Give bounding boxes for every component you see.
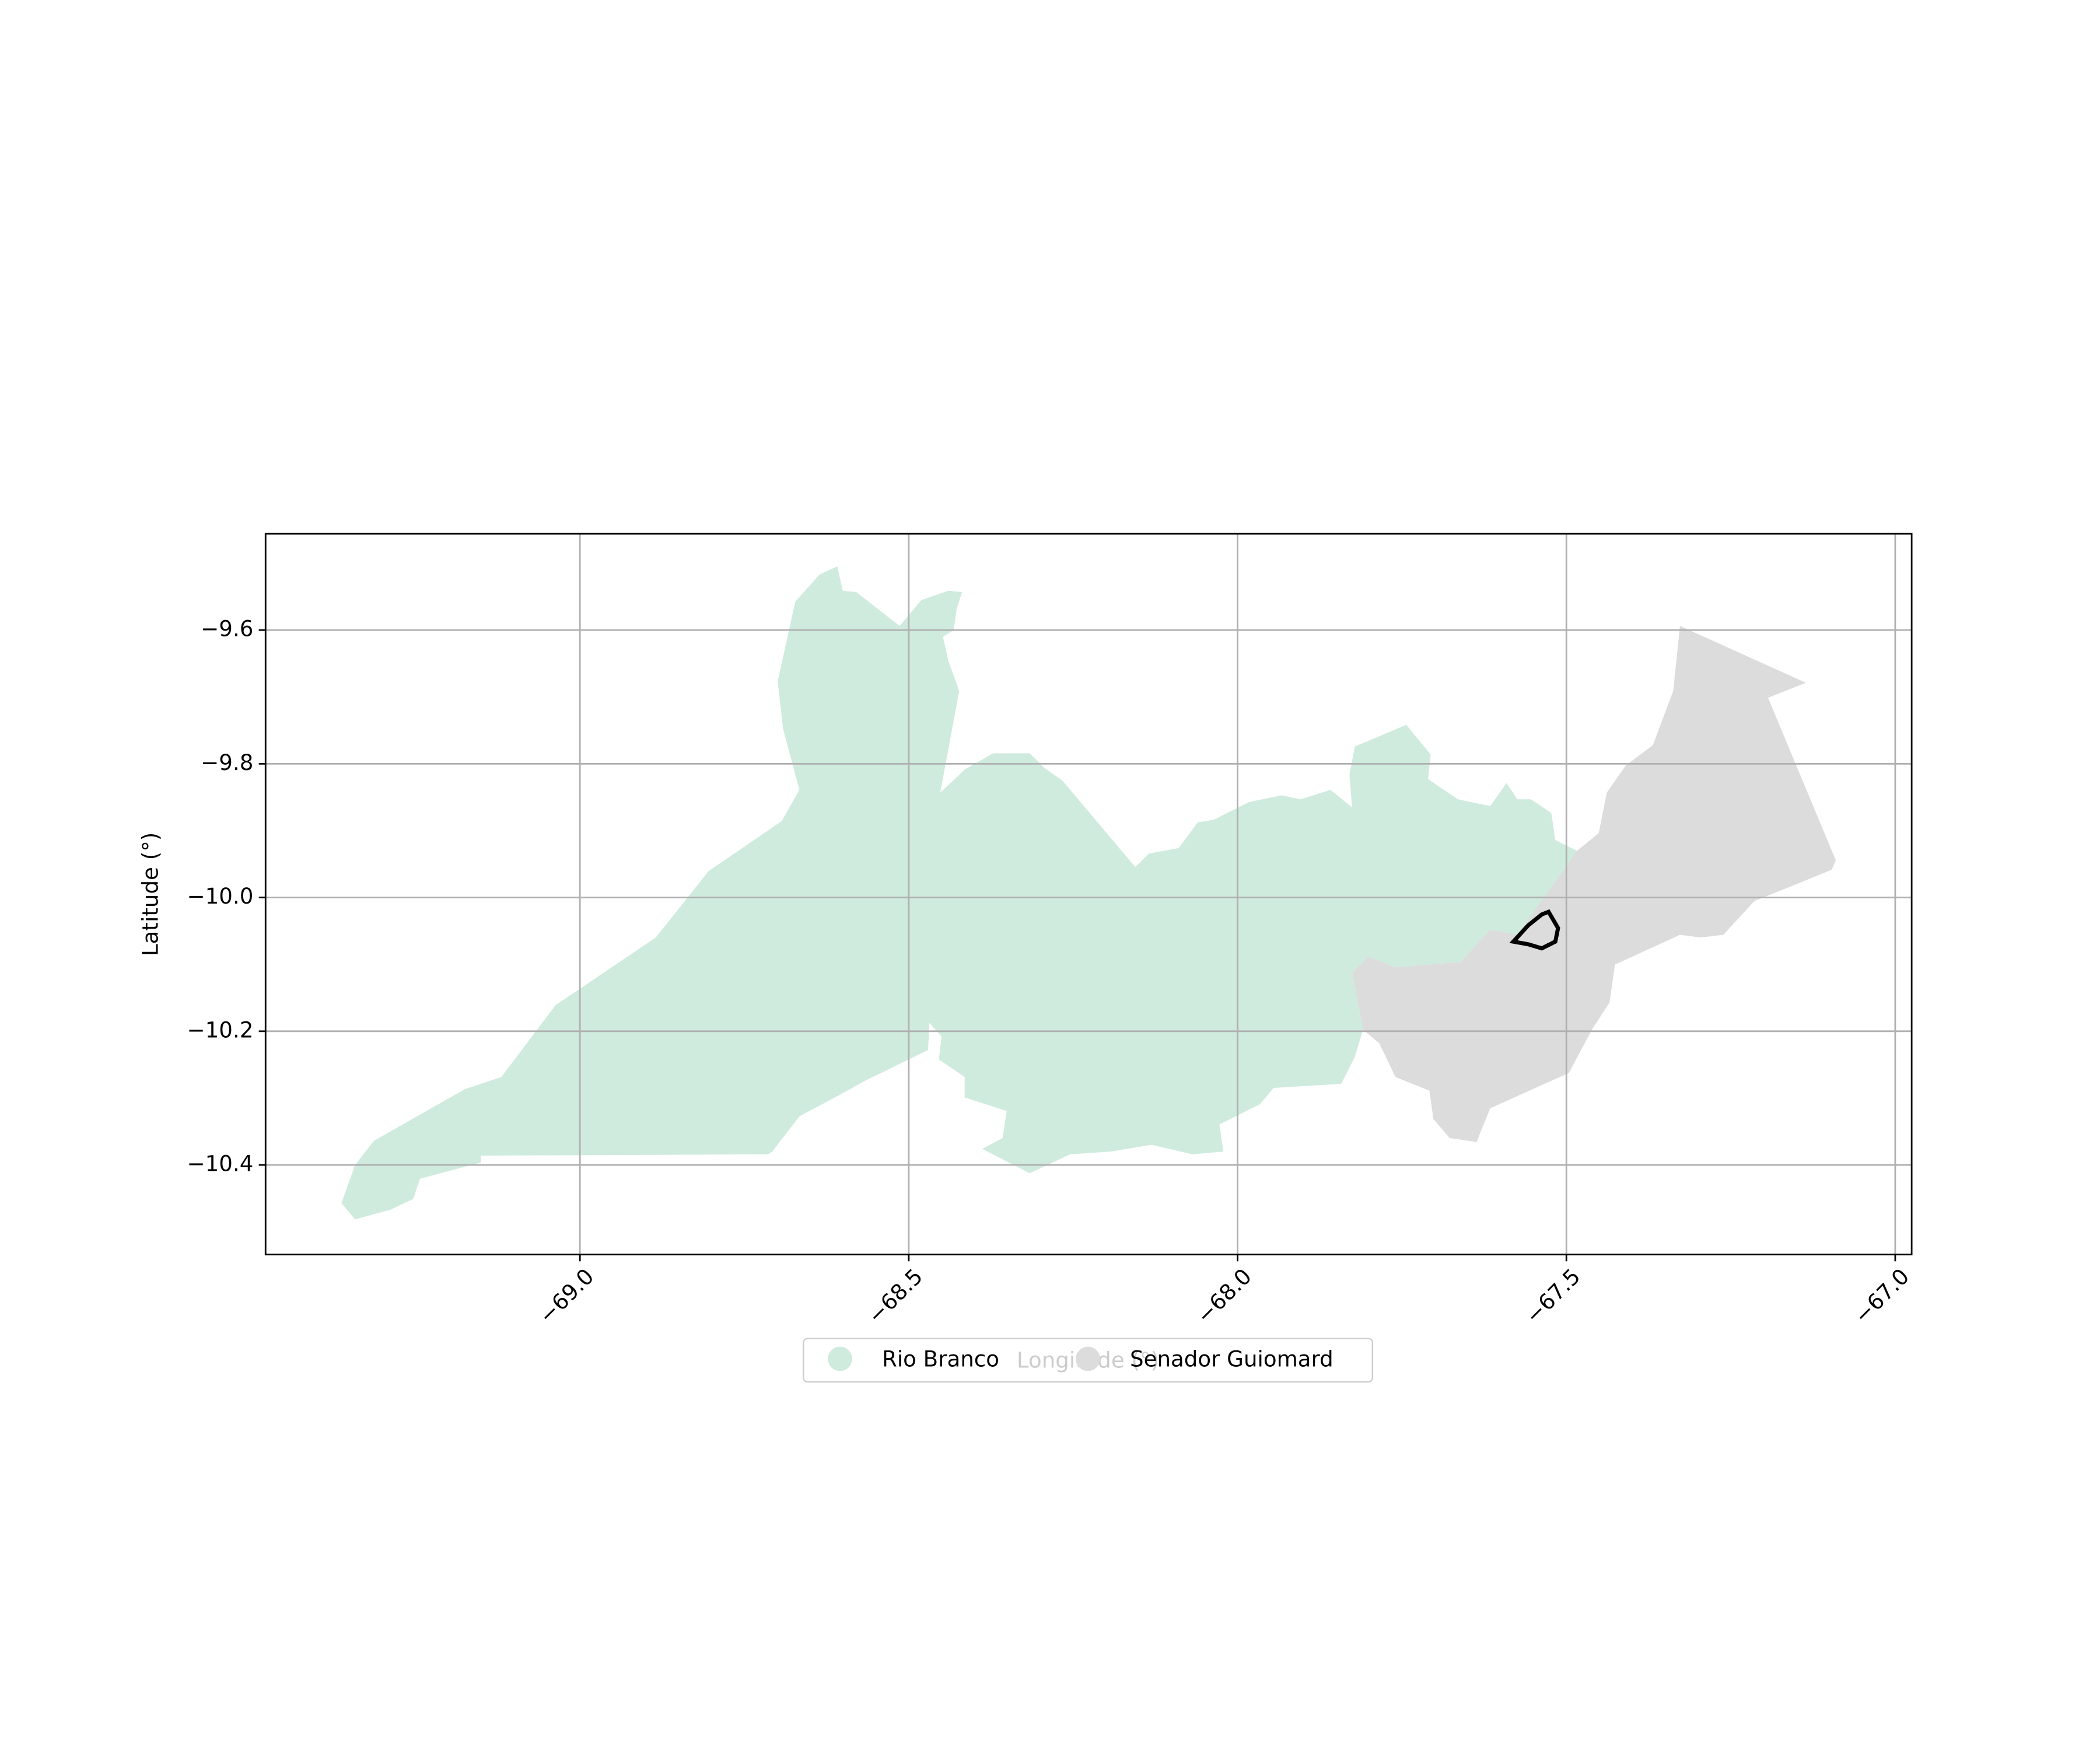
y-tick-label: −10.0 — [187, 884, 253, 909]
region — [341, 566, 1577, 1220]
region — [1352, 626, 1836, 1142]
outline — [1509, 909, 1560, 951]
legend-marker — [828, 1346, 852, 1371]
y-tick-label: −9.8 — [201, 750, 253, 775]
y-tick-label: −10.2 — [187, 1017, 253, 1042]
legend-entries: Rio Branco Senador Guiomard — [828, 1346, 1334, 1371]
legend-marker — [1076, 1346, 1100, 1371]
axes-frame — [264, 533, 1913, 1256]
y-axis-label: Latitude (°) — [138, 832, 163, 956]
y-tick-label: −10.4 — [187, 1152, 253, 1177]
legend-label: Senador Guiomard — [1130, 1346, 1334, 1371]
grid — [265, 534, 1912, 1255]
legend-label: Rio Branco — [882, 1346, 999, 1371]
y-tick-label: −9.6 — [201, 617, 253, 642]
